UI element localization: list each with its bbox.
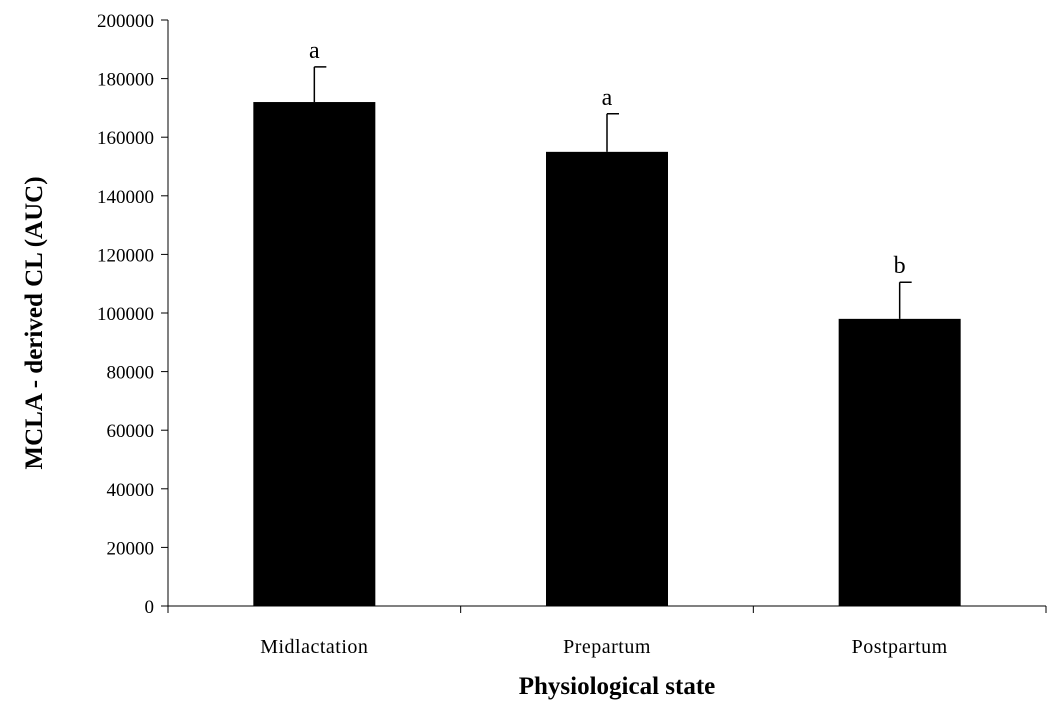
y-tick-label: 200000	[97, 11, 154, 32]
y-tick-label: 160000	[97, 128, 154, 149]
y-tick-label: 140000	[97, 187, 154, 208]
bar-prepartum	[546, 151, 668, 606]
x-axis-title: Physiological state	[519, 673, 716, 700]
y-tick-label: 20000	[107, 538, 155, 559]
bar-postpartum	[838, 318, 961, 606]
y-tick-label: 80000	[107, 363, 155, 384]
x-axis	[167, 605, 1047, 613]
y-tick-label: 180000	[97, 70, 154, 91]
category-label: Midlactation	[260, 636, 368, 658]
significance-label: a	[309, 38, 320, 64]
bar-midlactation	[253, 102, 376, 606]
error-bars	[313, 66, 912, 319]
y-tick-label: 60000	[107, 421, 155, 442]
y-tick-label: 100000	[97, 304, 154, 325]
category-labels: Midlactation Prepartum Postpartum	[260, 636, 947, 658]
y-tick-label: 0	[145, 597, 155, 618]
significance-label: a	[602, 85, 613, 111]
significance-labels: a a b	[309, 38, 906, 279]
significance-label: b	[894, 253, 906, 279]
y-tick-label: 40000	[107, 480, 155, 501]
y-axis-title: MCLA - derived CL (AUC)	[21, 176, 48, 469]
y-axis: 0 20000 40000 60000 80000 100000 120000 140000 1…	[97, 11, 169, 618]
bars	[253, 102, 961, 606]
category-label: Postpartum	[852, 636, 948, 658]
category-label: Prepartum	[563, 636, 651, 658]
y-tick-label: 120000	[97, 245, 154, 266]
